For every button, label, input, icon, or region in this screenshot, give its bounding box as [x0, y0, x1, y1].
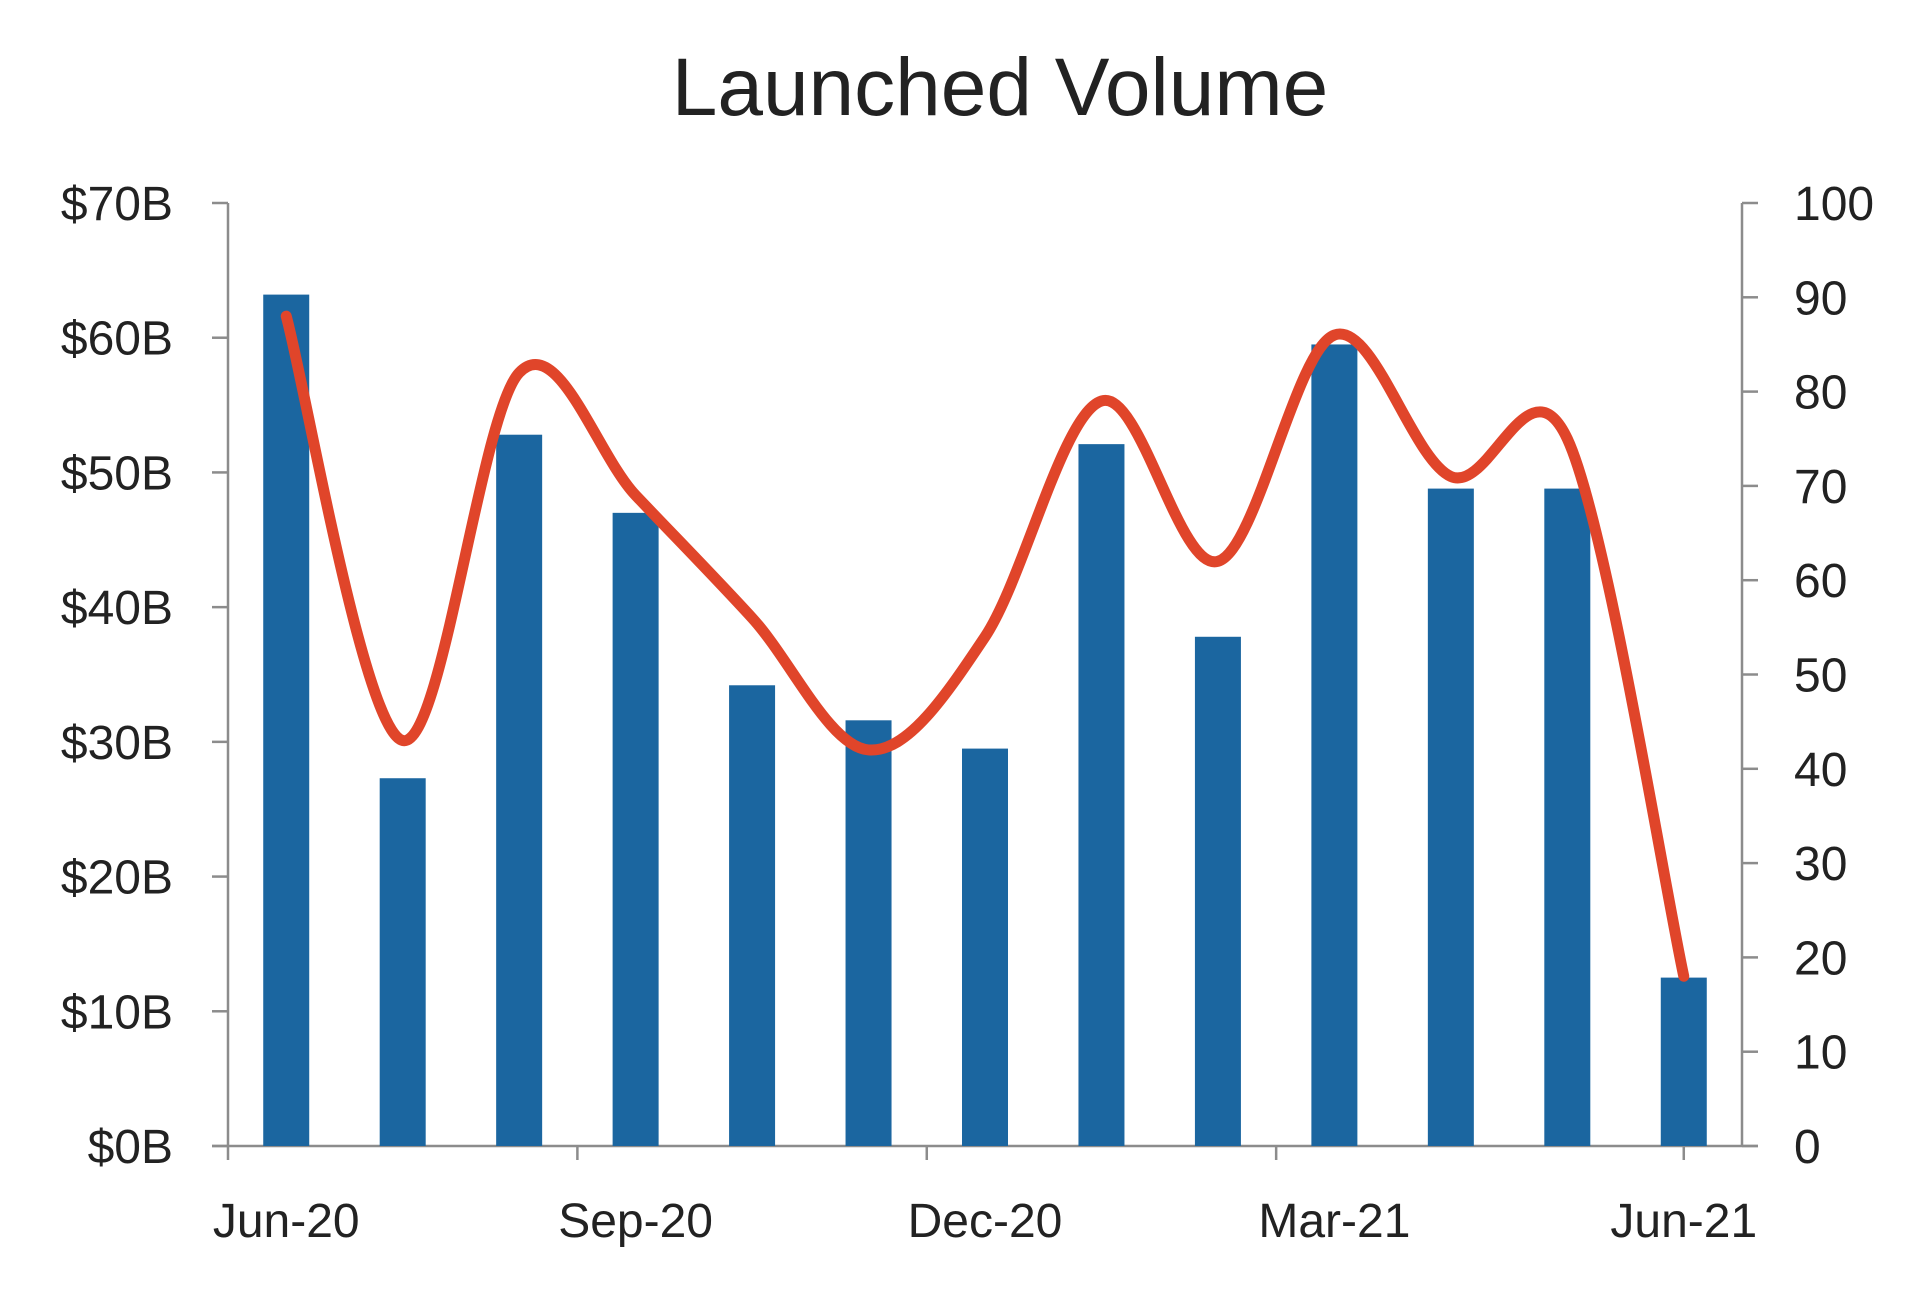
y-right-tick-label: 40 — [1794, 744, 1847, 797]
x-tick-label: Dec-20 — [908, 1195, 1063, 1248]
y-left-tick-label: $30B — [61, 717, 173, 770]
series-line — [280, 310, 1690, 982]
y-left-tick-label: $50B — [61, 447, 173, 500]
x-tick-label: Sep-20 — [558, 1195, 713, 1248]
y-right-tick-label: 20 — [1794, 932, 1847, 985]
bar-series — [263, 294, 1707, 1147]
y-left-tick-label: $20B — [61, 852, 173, 905]
y-right-tick-label: 70 — [1794, 461, 1847, 514]
bar — [1660, 977, 1707, 1146]
bar — [379, 778, 426, 1146]
bar — [729, 685, 776, 1146]
bar — [845, 720, 892, 1146]
y-right-tick-label: 100 — [1794, 178, 1874, 231]
bar — [1427, 488, 1474, 1146]
y-right-tick-label: 80 — [1794, 367, 1847, 420]
y-right-tick-label: 10 — [1794, 1027, 1847, 1080]
bar — [1544, 488, 1591, 1146]
y-left-tick-label: $40B — [61, 582, 173, 635]
x-tick-label: Mar-21 — [1258, 1195, 1410, 1248]
y-left-tick-label: $60B — [61, 313, 173, 366]
x-tick-label: Jun-21 — [1610, 1195, 1757, 1248]
y-left-tick-label: $0B — [88, 1121, 173, 1174]
bar — [962, 748, 1008, 1146]
bar — [612, 512, 659, 1146]
y-right-tick-label: 90 — [1794, 272, 1847, 325]
y-right-tick-label: 30 — [1794, 838, 1847, 891]
y-left-tick-label: $10B — [61, 986, 173, 1039]
y-left-tick-label: $70B — [61, 178, 173, 231]
bar — [496, 434, 543, 1146]
bar — [263, 294, 310, 1146]
tick-labels: $0B $10B $20B $30B $40B $50B $60B $70B 0 10 20 30 40… — [61, 178, 1874, 1248]
x-tick-label: Jun-20 — [213, 1195, 360, 1248]
bar — [1078, 444, 1125, 1147]
y-right-tick-label: 60 — [1794, 555, 1847, 608]
y-right-tick-label: 50 — [1794, 650, 1847, 703]
chart-title: Launched Volume — [672, 42, 1329, 133]
y-right-tick-label: 0 — [1794, 1121, 1821, 1174]
bar — [1194, 636, 1241, 1146]
bar — [1311, 344, 1358, 1146]
line-series — [280, 310, 1690, 982]
